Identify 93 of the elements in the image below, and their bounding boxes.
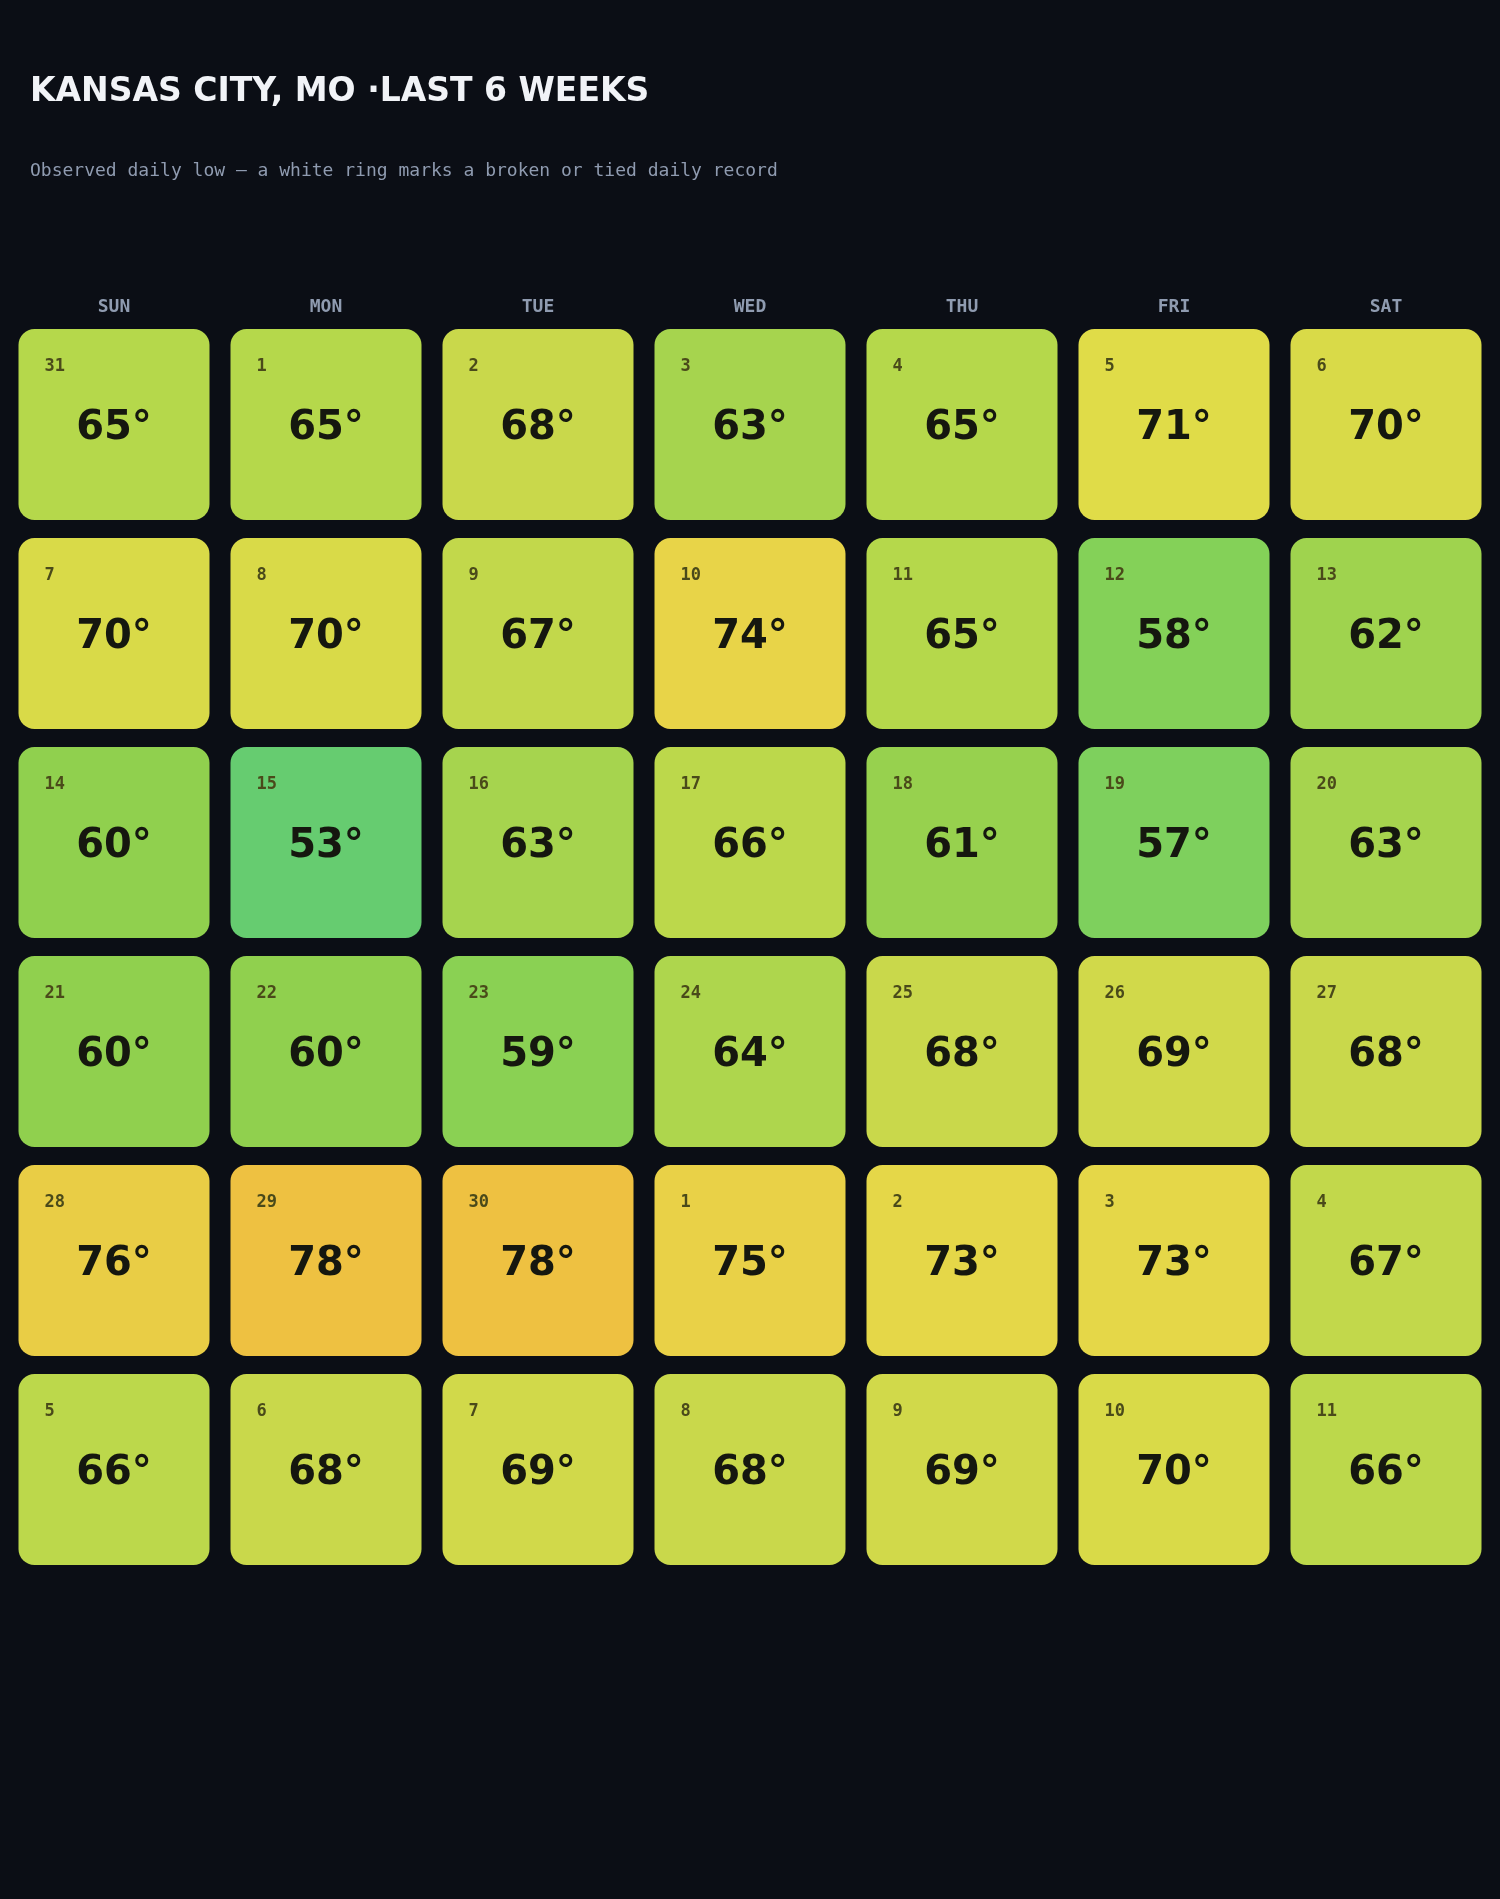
data-label: 68°: [500, 401, 576, 448]
data-label: 70°: [288, 610, 364, 657]
annotation: 11: [892, 564, 913, 584]
annotation: 12: [1104, 564, 1125, 584]
data-label: 73°: [924, 1237, 1000, 1284]
data-label: 68°: [924, 1028, 1000, 1075]
annotation: 7: [44, 564, 55, 584]
data-label: 64°: [712, 1028, 788, 1075]
annotation: 9: [892, 1400, 903, 1420]
annotation: 18: [892, 773, 913, 793]
annotation: 1: [680, 1191, 691, 1211]
data-label: 71°: [1136, 401, 1212, 448]
data-label: 75°: [712, 1237, 788, 1284]
data-label: 61°: [924, 819, 1000, 866]
data-label: 65°: [924, 401, 1000, 448]
annotation: 29: [256, 1191, 277, 1211]
annotation: 2: [892, 1191, 903, 1211]
data-label: 68°: [1348, 1028, 1424, 1075]
annotation: 26: [1104, 982, 1125, 1002]
data-label: 74°: [712, 610, 788, 657]
annotation: 22: [256, 982, 277, 1002]
data-label: 78°: [288, 1237, 364, 1284]
chart-title: KANSAS CITY, MO ·LAST 6 WEEKS: [30, 70, 651, 109]
data-label: 68°: [712, 1446, 788, 1493]
annotation: 7: [468, 1400, 479, 1420]
annotation: 23: [468, 982, 489, 1002]
annotation: 10: [1104, 1400, 1125, 1420]
data-label: 63°: [712, 401, 788, 448]
x-tick-label: FRI: [1157, 295, 1191, 316]
annotation: 19: [1104, 773, 1125, 793]
annotation: 8: [680, 1400, 691, 1420]
data-label: 66°: [712, 819, 788, 866]
annotation: 10: [680, 564, 701, 584]
annotation: 31: [44, 355, 65, 375]
annotation: 17: [680, 773, 701, 793]
annotation: 11: [1316, 1400, 1337, 1420]
annotation: 30: [468, 1191, 489, 1211]
annotation: 8: [256, 564, 267, 584]
data-label: 63°: [1348, 819, 1424, 866]
data-label: 70°: [76, 610, 152, 657]
annotation: 24: [680, 982, 701, 1002]
data-label: 53°: [288, 819, 364, 866]
data-label: 60°: [76, 1028, 152, 1075]
data-label: 69°: [1136, 1028, 1212, 1075]
data-label: 73°: [1136, 1237, 1212, 1284]
x-tick-label: MON: [309, 295, 343, 316]
x-tick-label: TUE: [521, 295, 555, 316]
data-label: 58°: [1136, 610, 1212, 657]
data-label: 68°: [288, 1446, 364, 1493]
annotation: 1: [256, 355, 267, 375]
data-label: 69°: [500, 1446, 576, 1493]
annotation: 6: [256, 1400, 267, 1420]
data-label: 70°: [1348, 401, 1424, 448]
annotation: 21: [44, 982, 65, 1002]
data-label: 78°: [500, 1237, 576, 1284]
data-label: 65°: [288, 401, 364, 448]
data-label: 57°: [1136, 819, 1212, 866]
annotation: 13: [1316, 564, 1337, 584]
annotation: 2: [468, 355, 479, 375]
annotation: 20: [1316, 773, 1337, 793]
annotation: 15: [256, 773, 277, 793]
annotation: 4: [892, 355, 903, 375]
data-label: 70°: [1136, 1446, 1212, 1493]
x-tick-label: THU: [945, 295, 979, 316]
x-tick-label: SAT: [1369, 295, 1403, 316]
data-label: 60°: [288, 1028, 364, 1075]
x-tick-label: SUN: [97, 295, 131, 316]
data-label: 66°: [1348, 1446, 1424, 1493]
data-label: 65°: [76, 401, 152, 448]
annotation: 5: [44, 1400, 55, 1420]
annotation: 28: [44, 1191, 65, 1211]
annotation: 4: [1316, 1191, 1327, 1211]
data-label: 62°: [1348, 610, 1424, 657]
data-label: 66°: [76, 1446, 152, 1493]
annotation: 6: [1316, 355, 1327, 375]
data-label: 67°: [500, 610, 576, 657]
x-tick-label: WED: [733, 295, 767, 316]
data-label: 63°: [500, 819, 576, 866]
annotation: 3: [680, 355, 691, 375]
annotation: 14: [44, 773, 65, 793]
chart-subtitle: Observed daily low — a white ring marks a broken or tied daily record: [30, 159, 779, 180]
annotation: 16: [468, 773, 489, 793]
data-label: 76°: [76, 1237, 152, 1284]
annotation: 25: [892, 982, 913, 1002]
data-label: 67°: [1348, 1237, 1424, 1284]
data-label: 65°: [924, 610, 1000, 657]
data-label: 59°: [500, 1028, 576, 1075]
annotation: 3: [1104, 1191, 1115, 1211]
data-label: 60°: [76, 819, 152, 866]
annotation: 5: [1104, 355, 1115, 375]
annotation: 27: [1316, 982, 1337, 1002]
data-label: 69°: [924, 1446, 1000, 1493]
annotation: 9: [468, 564, 479, 584]
